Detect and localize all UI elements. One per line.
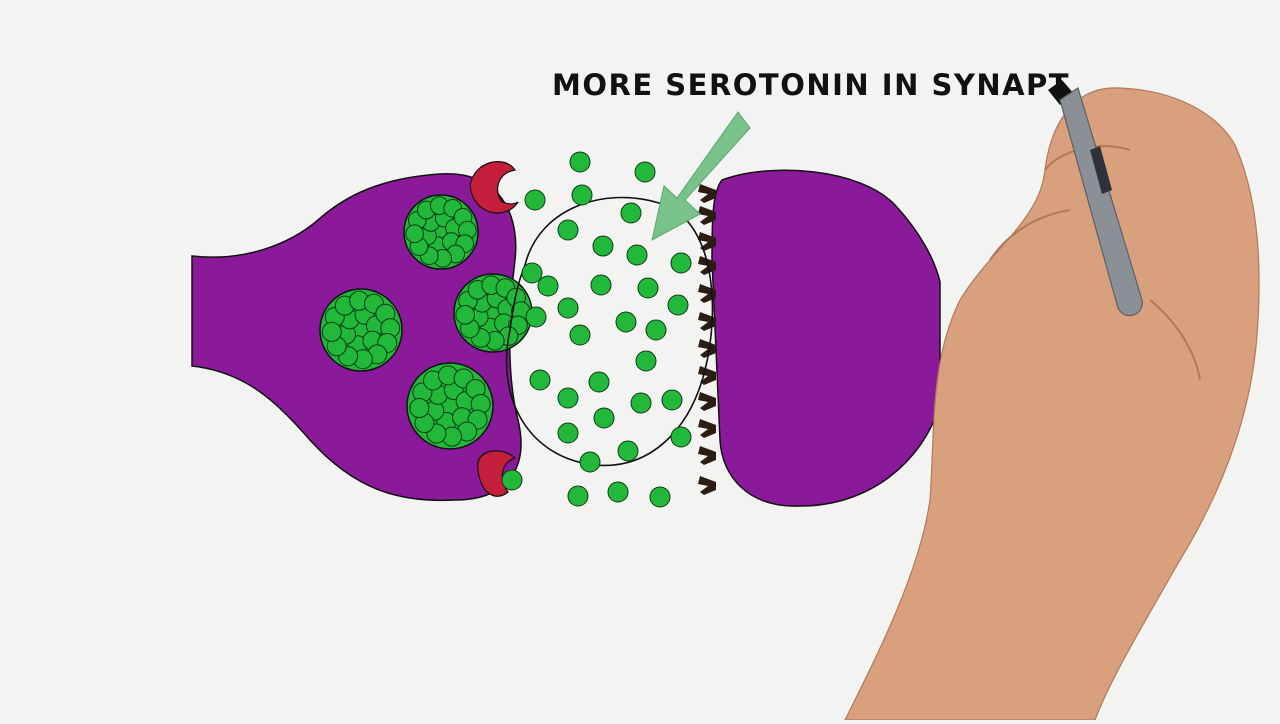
serotonin-molecule-icon [521,262,543,284]
serotonin-molecule-icon [529,369,551,391]
serotonin-molecule-icon [501,469,523,491]
serotonin-molecule-icon [670,426,692,448]
receptor-icon [698,256,716,275]
serotonin-molecule-icon [637,277,659,299]
serotonin-molecule-icon [567,485,589,507]
arrow-icon [651,111,751,241]
serotonin-molecule-icon [524,189,546,211]
annotation-text: MORE SEROTONIN IN SYNAPT [552,68,1071,102]
serotonin-molecule-icon [537,275,559,297]
serotonin-group [501,151,692,508]
receptor-group [698,184,716,495]
receptor-icon [698,339,716,358]
receptor-icon [698,184,716,203]
vesicle-group [319,194,533,450]
serotonin-molecule-icon [617,440,639,462]
receptor-icon [698,206,716,225]
serotonin-molecule-icon [579,451,601,473]
synaptic-cleft-outline [505,196,714,467]
serotonin-molecule-icon [557,219,579,241]
synaptic-vesicle-icon [403,194,479,270]
serotonin-molecule-icon [593,407,615,429]
reuptake-transporter-icon [469,161,519,214]
receptor-icon [698,366,716,385]
receptor-icon [698,312,716,331]
serotonin-molecule-icon [615,311,637,333]
serotonin-molecule-icon [661,389,683,411]
reuptake-transporter-icon [477,450,517,497]
serotonin-molecule-icon [588,371,610,393]
serotonin-molecule-icon [557,387,579,409]
serotonin-molecule-icon [620,202,642,224]
synaptic-vesicle-icon [406,362,494,450]
serotonin-molecule-icon [645,319,667,341]
synaptic-vesicle-icon [453,273,533,353]
serotonin-molecule-icon [590,274,612,296]
serotonin-molecule-icon [670,252,692,274]
serotonin-molecule-icon [667,294,689,316]
serotonin-molecule-icon [607,481,629,503]
postsynaptic-neuron-icon [711,169,941,507]
serotonin-molecule-icon [557,422,579,444]
serotonin-molecule-icon [557,297,579,319]
serotonin-molecule-icon [626,244,648,266]
serotonin-molecule-icon [569,151,591,173]
transporter-group [469,161,519,497]
serotonin-molecule-icon [634,161,656,183]
receptor-icon [698,392,716,411]
serotonin-molecule-icon [649,486,671,508]
serotonin-molecule-icon [525,306,547,328]
marker-icon [1048,80,1143,317]
serotonin-molecule-icon [630,392,652,414]
synaptic-vesicle-icon [319,288,403,372]
serotonin-molecule-icon [635,350,657,372]
receptor-icon [698,419,716,438]
serotonin-molecule-icon [571,184,593,206]
receptor-icon [698,476,716,495]
serotonin-molecule-icon [592,235,614,257]
serotonin-molecule-icon [569,324,591,346]
receptor-icon [698,446,716,465]
